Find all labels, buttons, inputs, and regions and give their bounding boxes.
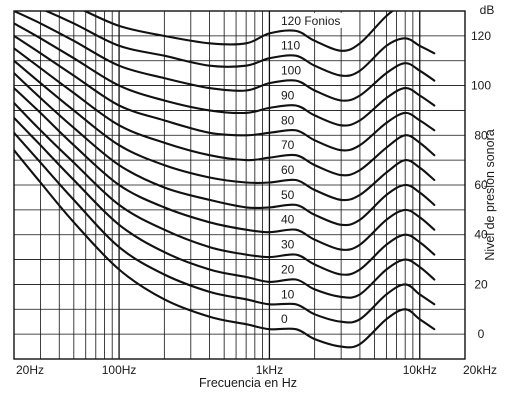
curve-label-10: 10 — [281, 287, 295, 301]
curve-label-bg — [279, 286, 297, 302]
curve-label-30: 30 — [281, 238, 295, 252]
curve-label-bg — [279, 137, 297, 153]
curve-label-60: 60 — [281, 163, 295, 177]
grid — [14, 11, 465, 359]
curve-label-110: 110 — [281, 39, 300, 53]
curve-label-bg — [279, 37, 303, 53]
curve-label-bg — [279, 12, 343, 28]
curve-label-bg — [279, 112, 297, 128]
y-tick-label: 20 — [474, 277, 488, 291]
curve-labels: 0 10 20 30 40 50 60 70 80 90 100 110 120 Fonios — [279, 12, 343, 327]
y-axis-label: Nivel de presión sonora — [483, 129, 497, 260]
x-tick-label: 20kHz — [463, 363, 497, 377]
curve-label-40: 40 — [281, 213, 295, 227]
curves — [14, 11, 436, 349]
curve-50-phon — [14, 72, 436, 227]
y-tick-label: 100 — [471, 79, 491, 93]
x-tick-label: 1kHz — [256, 363, 283, 377]
y-unit-label: dB — [480, 3, 495, 17]
curve-30-phon — [14, 101, 436, 276]
x-tick-label: 20Hz — [16, 363, 44, 377]
curve-label-70: 70 — [281, 138, 295, 152]
curve-label-bg — [279, 87, 297, 103]
x-tick-label: 100Hz — [102, 363, 137, 377]
curve-label-bg — [279, 162, 297, 178]
curve-90-phon — [14, 22, 436, 127]
x-tick-labels: 20Hz 100Hz 1kHz 10kHz 20kHz — [16, 363, 497, 377]
curve-label-80: 80 — [281, 113, 295, 127]
curve-10-phon — [14, 131, 436, 324]
curve-label-bg — [279, 311, 290, 327]
curve-120-phon — [82, 11, 395, 52]
y-tick-label: 40 — [474, 228, 488, 242]
curve-label-20: 20 — [281, 262, 295, 276]
y-tick-label: 80 — [474, 128, 488, 142]
curve-0-phon — [14, 149, 436, 349]
curve-20-phon — [14, 116, 436, 299]
x-axis-label: Frecuencia en Hz — [199, 376, 297, 390]
curve-110-phon — [43, 11, 436, 77]
curve-80-phon — [14, 34, 436, 152]
curve-label-50: 50 — [281, 188, 295, 202]
x-tick-label: 10kHz — [403, 363, 437, 377]
curve-100-phon — [14, 11, 436, 102]
curve-40-phon — [14, 87, 436, 251]
y-tick-labels: 0 20 40 60 80 100 120 — [471, 29, 491, 341]
curve-label-120: 120 Fonios — [281, 14, 340, 28]
curve-label-bg — [279, 211, 297, 227]
plot-frame — [13, 10, 466, 360]
curve-label-bg — [279, 261, 297, 277]
curve-60-phon — [14, 59, 436, 202]
curve-label-0: 0 — [281, 312, 288, 326]
y-tick-label: 0 — [478, 327, 485, 341]
curve-label-bg — [279, 186, 297, 202]
curve-label-bg — [279, 62, 304, 78]
y-tick-label: 60 — [474, 178, 488, 192]
y-tick-label: 120 — [471, 29, 491, 43]
curve-label-100: 100 — [281, 64, 301, 78]
curve-label-bg — [279, 236, 297, 252]
curve-70-phon — [14, 47, 436, 177]
curve-label-90: 90 — [281, 88, 295, 102]
